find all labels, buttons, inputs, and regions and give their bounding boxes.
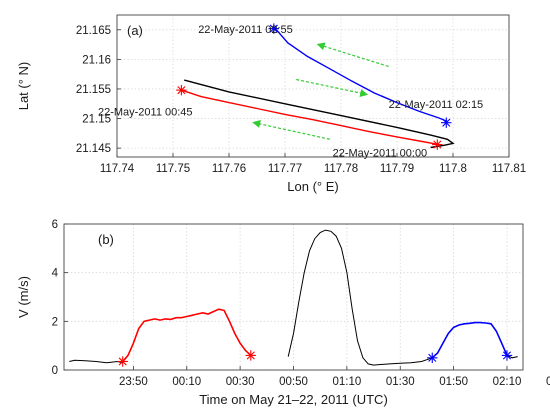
panel-b-series-4-line: [506, 354, 518, 359]
panel-b-ytick-label: 6: [52, 219, 58, 231]
panel-a-series-1-start-marker: [268, 23, 279, 34]
panel-b-ytick-label: 2: [52, 316, 58, 328]
panel-a-series-1-end-marker: [441, 117, 452, 128]
panel-a-time-annotation: 22-May-2011 00:45: [98, 107, 193, 119]
panel-b-series-3-line: [431, 321, 508, 359]
panel-b-series-1-line: [122, 308, 252, 363]
panel-a-ytick-label: 21.165: [76, 25, 111, 37]
panel-a-series-1-start-marker-stroke: [269, 24, 278, 33]
panel-b-marker-2-stroke: [428, 353, 437, 362]
panel-a: 117.74 117.75 117.76 117.77 117.78 117.79 117.…: [16, 14, 526, 194]
panel-a-xtick-label: 117.8: [439, 163, 467, 175]
panel-b-marker-3-stroke: [502, 351, 512, 360]
panel-b-xtick-label: 23:50: [119, 376, 148, 388]
panel-b-frame: [63, 223, 524, 371]
panel-b-marker-0-stroke: [118, 357, 127, 366]
panel-b-label: (b): [98, 232, 114, 247]
panel-b-xtick-label: 00:10: [172, 376, 201, 388]
panel-a-series-2-line: [181, 89, 440, 146]
panel-a-direction-arrow: [296, 78, 369, 97]
panel-a-direction-arrow: [252, 120, 330, 140]
panel-a-series-2-end-marker-stroke: [433, 140, 442, 149]
panel-b-ylabel: V (m/s): [16, 276, 31, 318]
panel-a-time-annotation: 22-May-2011 02:15: [389, 99, 484, 111]
panel-a-xtick-label: 117.79: [380, 163, 414, 175]
panel-b-marker-1-stroke: [246, 351, 255, 360]
panel-a-ytick-label: 21.16: [82, 54, 111, 66]
panel-b-xtick-label: 02:10: [493, 376, 522, 388]
panel-b: 23:50 00:10 00:30 00:50 01:10 01:30 01:50 02:10…: [16, 219, 550, 407]
panel-a-label: (a): [127, 23, 143, 38]
panel-a-ytick-label: 21.15: [82, 114, 111, 126]
panel-b-xtick-label: 00:30: [226, 376, 255, 388]
panel-b-ytick-label: 0: [52, 365, 58, 377]
panel-a-xtick-label: 117.76: [212, 163, 246, 175]
panel-a-series-2-start-marker-stroke: [177, 86, 186, 95]
panel-a-series-2-end-marker: [432, 139, 443, 150]
panel-b-xtick-label: 01:30: [386, 376, 415, 388]
panel-b-marker-1: [245, 350, 257, 361]
panel-a-xtick-label: 117.77: [268, 163, 302, 175]
panel-a-xtick-label: 117.81: [492, 163, 526, 175]
panel-b-series-2-line: [287, 229, 433, 366]
panel-a-ytick-label: 21.145: [76, 143, 111, 155]
panel-a-series-1-end-marker-stroke: [442, 118, 451, 127]
panel-a-xtick-label: 117.75: [156, 163, 190, 175]
panel-b-xtick-label: 01:50: [439, 376, 468, 388]
panel-a-ytick-label: 21.155: [76, 84, 111, 96]
panel-a-frame: [116, 14, 510, 158]
panel-a-series-1-line: [273, 26, 448, 123]
panel-b-xtick-label: 01:10: [332, 376, 361, 388]
panel-a-xlabel: Lon (° E): [287, 179, 338, 194]
panel-a-series-2-start-marker: [176, 84, 187, 96]
panel-a-ylabel: Lat (° N): [16, 62, 31, 111]
panel-b-marker-2: [427, 352, 438, 364]
panel-b-xtick-label: 00:50: [279, 376, 308, 388]
panel-a-xtick-label: 117.74: [100, 163, 135, 175]
panel-a-time-annotation: 22-May-2011 00:00: [333, 147, 428, 159]
panel-a-xtick-label: 117.78: [324, 163, 358, 175]
panel-a-direction-arrow: [316, 42, 389, 68]
panel-b-xtick-label: 02:30: [546, 376, 550, 388]
panel-b-series-0-line: [69, 359, 123, 364]
panel-a-series-0-line: [184, 79, 455, 149]
panel-b-marker-3: [501, 350, 513, 361]
panel-a-time-annotation: 22-May-2011 02:55: [198, 24, 293, 36]
panel-b-marker-0: [117, 356, 128, 367]
panel-b-xlabel: Time on May 21–22, 2011 (UTC): [199, 392, 388, 407]
panel-b-ytick-label: 4: [52, 268, 59, 280]
